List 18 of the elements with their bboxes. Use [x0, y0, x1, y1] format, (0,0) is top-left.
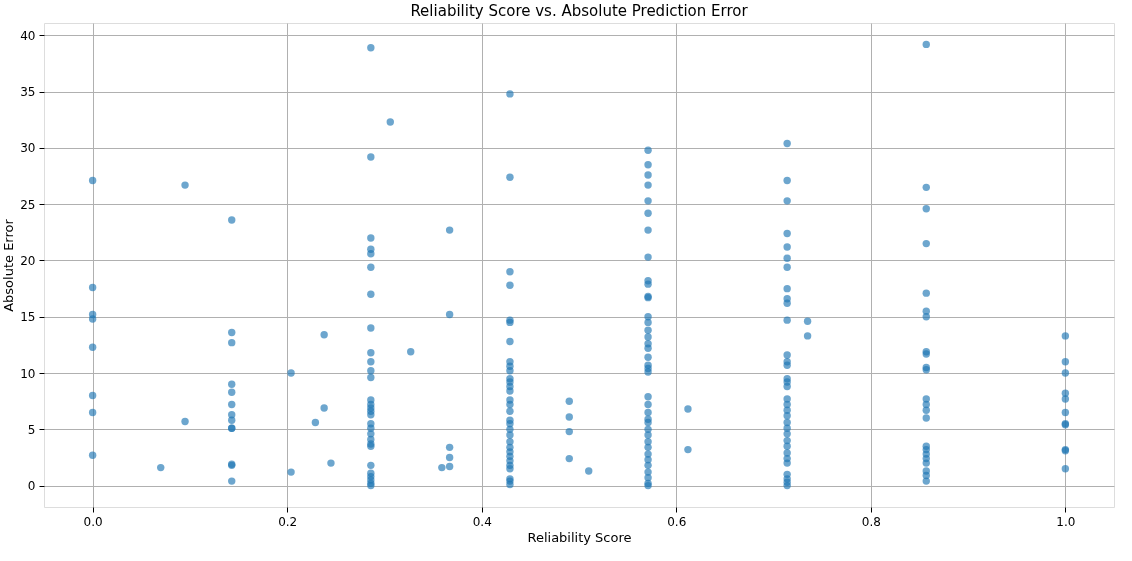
- y-tick-label: 10: [20, 366, 36, 381]
- y-axis-title: Absolute Error: [1, 218, 17, 312]
- x-axis-title: Reliability Score: [527, 529, 632, 545]
- y-tick-label: 40: [20, 28, 36, 43]
- y-tick-label: 5: [27, 422, 36, 437]
- chart-title: Reliability Score vs. Absolute Prediction Error: [410, 2, 749, 20]
- y-tick-label: 20: [20, 254, 36, 268]
- x-tick-label: 0.0: [83, 514, 103, 529]
- y-tick-label: 30: [20, 141, 36, 156]
- y-tick-label: 15: [20, 310, 36, 325]
- x-tick-label: 0.6: [667, 514, 687, 529]
- y-tick-label: 0: [27, 479, 36, 494]
- y-tick-label: 35: [20, 85, 36, 100]
- x-tick-label: 0.8: [861, 514, 881, 529]
- x-tick-label: 0.2: [278, 514, 298, 529]
- y-tick-label: 25: [20, 197, 36, 212]
- x-tick-label: 1.0: [1056, 514, 1076, 529]
- x-tick-label: 0.4: [472, 514, 492, 529]
